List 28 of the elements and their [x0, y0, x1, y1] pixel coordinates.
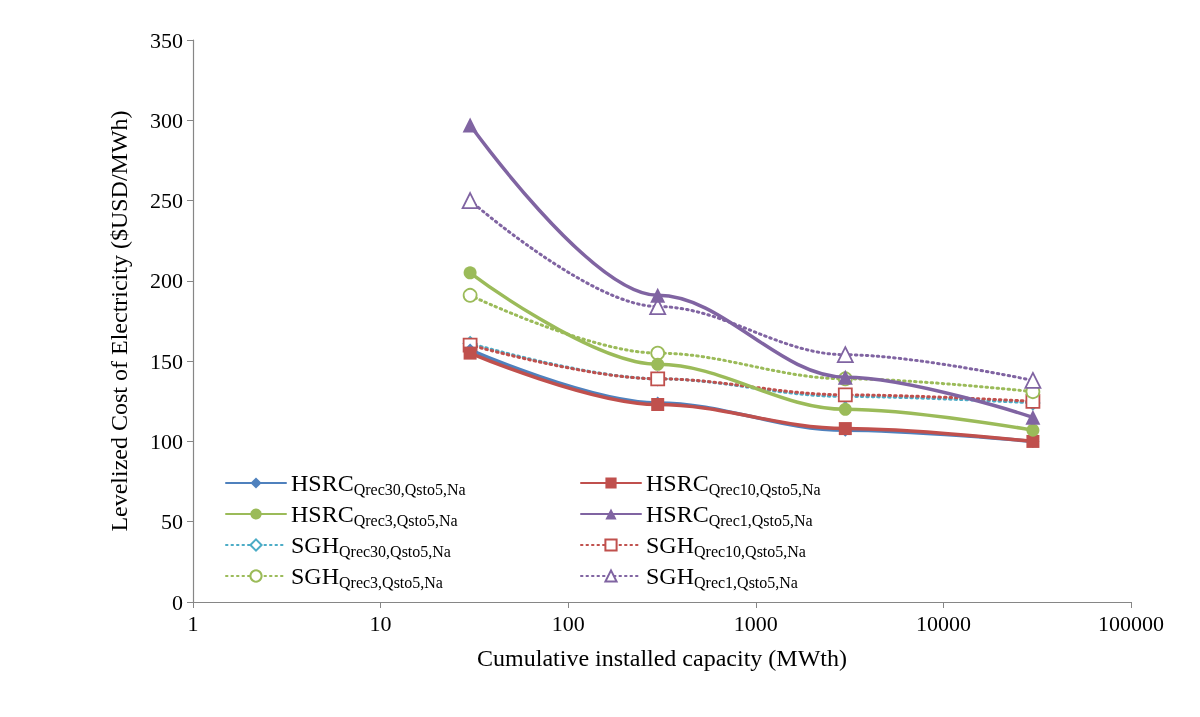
point	[1024, 372, 1042, 389]
y-tick-label: 350	[150, 27, 183, 53]
y-tick-label: 300	[150, 107, 183, 133]
point	[462, 287, 478, 303]
point	[461, 192, 479, 209]
point	[651, 357, 665, 371]
x-axis-title: Cumulative installed capacity (MWth)	[477, 645, 847, 671]
y-tick-label: 100	[150, 428, 183, 454]
point	[462, 117, 478, 133]
x-tick-label: 10000	[915, 610, 971, 636]
x-tick-label: 1	[187, 610, 199, 636]
x-tick-label: 10	[369, 610, 392, 636]
point	[650, 345, 666, 361]
y-tick-label: 200	[150, 268, 183, 294]
point	[1026, 423, 1040, 437]
y-tick-label: 50	[161, 509, 183, 535]
y-axis-title: Levelized Cost of Electricity ($USD/MWh)	[106, 110, 132, 532]
point	[463, 266, 477, 280]
x-tick-label: 100	[551, 610, 585, 636]
point	[650, 287, 666, 303]
y-tick-label: 150	[150, 348, 183, 374]
point	[836, 346, 854, 364]
y-tick-label: 0	[172, 589, 183, 615]
x-tick-label: 100000	[1098, 610, 1164, 636]
x-tick-label: 1000	[733, 610, 778, 636]
y-tick-label: 250	[150, 188, 183, 214]
point	[1025, 409, 1041, 425]
point	[838, 402, 852, 416]
